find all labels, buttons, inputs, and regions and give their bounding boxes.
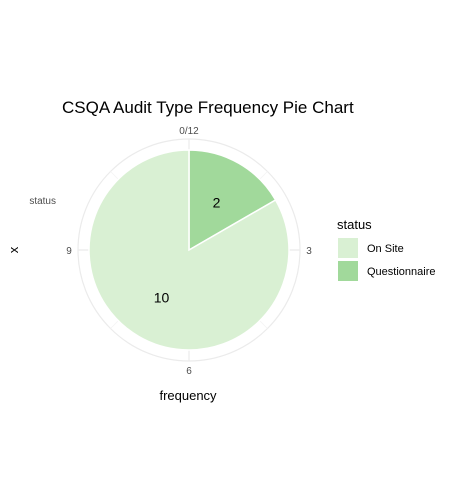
theta-tick-label: 3	[306, 246, 312, 257]
theta-tick-label: 0/12	[179, 126, 199, 137]
x-axis-title: frequency	[159, 388, 217, 403]
legend-label: Questionnaire	[367, 266, 436, 278]
theta-ticks: 0/12 3 6 9	[66, 126, 312, 377]
legend-label: On Site	[367, 243, 404, 255]
legend: status On Site Questionnaire	[337, 217, 436, 281]
y-tick-label: status	[29, 196, 56, 207]
theta-tick-label: 6	[186, 366, 192, 377]
chart-title: CSQA Audit Type Frequency Pie Chart	[62, 98, 354, 117]
legend-title: status	[337, 217, 372, 232]
slice-value-label: 2	[213, 194, 221, 210]
pie-slices	[88, 149, 290, 351]
slice-value-label: 10	[154, 290, 170, 306]
pie-slice	[88, 149, 290, 351]
pie-slice	[188, 149, 277, 252]
theta-tick-label: 9	[66, 246, 72, 257]
legend-key	[338, 238, 358, 258]
legend-key	[338, 261, 358, 281]
slice-labels: 2 10	[154, 194, 221, 305]
y-axis-title: x	[6, 246, 21, 253]
